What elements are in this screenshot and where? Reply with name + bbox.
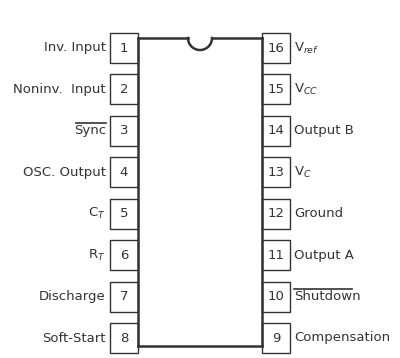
Text: 16: 16 [268,42,284,54]
Text: Noninv.  Input: Noninv. Input [13,83,106,96]
Text: V$_{ref}$: V$_{ref}$ [294,40,319,55]
Bar [262,199,290,229]
Text: 9: 9 [272,332,280,344]
Text: 4: 4 [120,166,128,179]
Bar [110,240,138,270]
Text: V$_{C}$: V$_{C}$ [294,165,312,180]
Bar [262,116,290,146]
Bar [262,323,290,353]
Bar [110,282,138,311]
Text: Discharge: Discharge [39,290,106,303]
Bar [262,157,290,187]
Text: R$_{T}$: R$_{T}$ [88,248,106,263]
Bar [262,240,290,270]
Text: 10: 10 [268,290,284,303]
Text: C$_{T}$: C$_{T}$ [88,206,106,221]
Text: Sync: Sync [74,124,106,137]
Text: 11: 11 [268,249,284,262]
Bar [262,74,290,105]
Bar [262,282,290,311]
Text: 8: 8 [120,332,128,344]
Text: 3: 3 [120,124,128,137]
Text: OSC. Output: OSC. Output [23,166,106,179]
Text: 12: 12 [268,207,284,220]
Text: 14: 14 [268,124,284,137]
Text: 7: 7 [120,290,128,303]
Text: 13: 13 [268,166,284,179]
Text: Inv. Input: Inv. Input [44,42,106,54]
Text: 1: 1 [120,42,128,54]
Bar [110,199,138,229]
Text: 5: 5 [120,207,128,220]
Text: V$_{CC}$: V$_{CC}$ [294,82,318,97]
Text: Output B: Output B [294,124,354,137]
Bar [262,33,290,63]
Text: Output A: Output A [294,249,354,262]
Text: 2: 2 [120,83,128,96]
Text: Shutdown: Shutdown [294,290,361,303]
Bar [110,157,138,187]
Text: 6: 6 [120,249,128,262]
Text: Ground: Ground [294,207,343,220]
Bar [110,323,138,353]
Bar [110,33,138,63]
Bar [110,116,138,146]
Bar [110,74,138,105]
Text: Soft-Start: Soft-Start [42,332,106,344]
Text: Compensation: Compensation [294,332,390,344]
Text: 15: 15 [268,83,284,96]
